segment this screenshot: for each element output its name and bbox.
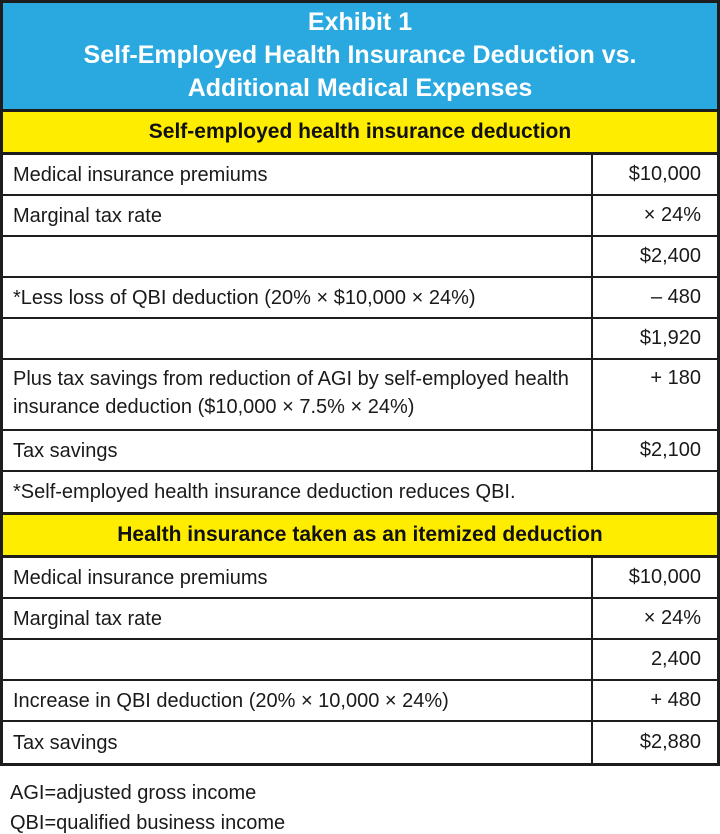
- row-tax-savings-itemized: Tax savings $2,880: [3, 722, 717, 763]
- row-label: Tax savings: [13, 439, 118, 462]
- row-label: Tax savings: [13, 731, 118, 754]
- row-label: Increase in QBI deduction (20% × 10,000 …: [13, 689, 449, 712]
- exhibit-title-line3: Additional Medical Expenses: [187, 74, 533, 102]
- row-marginal-tax-rate: Marginal tax rate × 24%: [3, 196, 717, 237]
- row-label: Marginal tax rate: [13, 204, 162, 227]
- row-subtotal-1920: $1,920: [3, 319, 717, 360]
- row-value: $10,000: [591, 558, 717, 597]
- section-header-itemized: Health insurance taken as an itemized de…: [3, 515, 717, 558]
- row-agi-reduction-savings: Plus tax savings from reduction of AGI b…: [3, 360, 717, 431]
- qbi-footnote: *Self-employed health insurance deductio…: [3, 472, 717, 515]
- row-label: [3, 640, 591, 679]
- row-value: $2,400: [591, 237, 717, 276]
- abbreviation-qbi: QBI=qualified business income: [10, 812, 286, 834]
- row-value: + 180: [591, 360, 717, 429]
- abbreviation-key: AGI=adjusted gross income QBI=qualified …: [0, 766, 720, 834]
- row-label: [3, 237, 591, 276]
- exhibit-title-line2: Self-Employed Health Insurance Deduction…: [83, 41, 637, 69]
- row-qbi-increase: Increase in QBI deduction (20% × 10,000 …: [3, 681, 717, 722]
- row-subtotal-2400: $2,400: [3, 237, 717, 278]
- row-value: + 480: [591, 681, 717, 720]
- row-label: Plus tax savings from reduction of AGI b…: [13, 368, 569, 418]
- exhibit-table: Exhibit 1 Self-Employed Health Insurance…: [0, 0, 720, 766]
- row-label: Marginal tax rate: [13, 607, 162, 630]
- row-value: – 480: [591, 278, 717, 317]
- row-label: Medical insurance premiums: [13, 566, 268, 589]
- exhibit-title: Exhibit 1 Self-Employed Health Insurance…: [3, 3, 717, 112]
- row-medical-premiums-itemized: Medical insurance premiums $10,000: [3, 558, 717, 599]
- row-marginal-tax-rate-itemized: Marginal tax rate × 24%: [3, 599, 717, 640]
- row-value: × 24%: [591, 599, 717, 638]
- row-less-qbi-loss: *Less loss of QBI deduction (20% × $10,0…: [3, 278, 717, 319]
- row-value: × 24%: [591, 196, 717, 235]
- row-label: *Less loss of QBI deduction (20% × $10,0…: [13, 286, 476, 309]
- row-tax-savings-self-employed: Tax savings $2,100: [3, 431, 717, 472]
- row-value: $2,100: [591, 431, 717, 470]
- row-label: [3, 319, 591, 358]
- row-subtotal-2400-itemized: 2,400: [3, 640, 717, 681]
- row-medical-premiums: Medical insurance premiums $10,000: [3, 155, 717, 196]
- row-value: 2,400: [591, 640, 717, 679]
- exhibit-title-line1: Exhibit 1: [307, 8, 413, 36]
- row-label: Medical insurance premiums: [13, 163, 268, 186]
- row-value: $1,920: [591, 319, 717, 358]
- abbreviation-agi: AGI=adjusted gross income: [10, 782, 257, 804]
- section-header-self-employed: Self-employed health insurance deduction: [3, 112, 717, 155]
- row-value: $2,880: [591, 722, 717, 763]
- row-value: $10,000: [591, 155, 717, 194]
